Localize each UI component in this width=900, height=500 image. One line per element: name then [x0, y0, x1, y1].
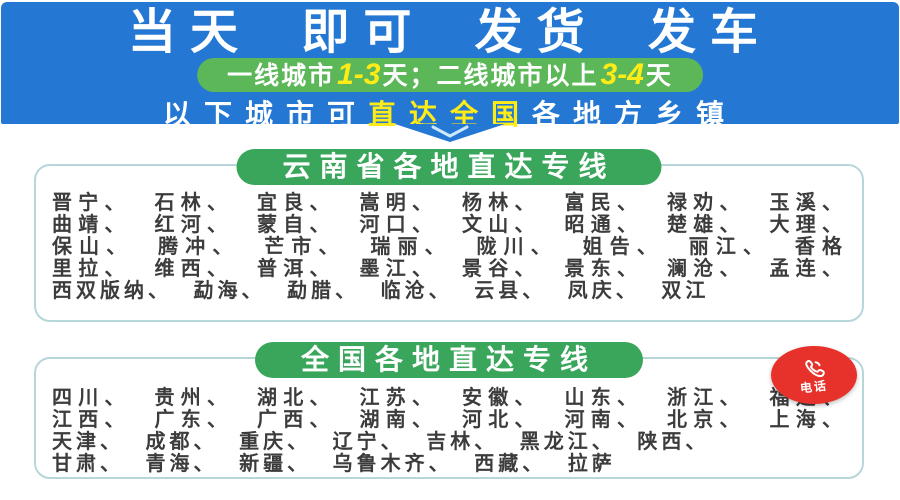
- national-card-title: 全国各地直达专线: [254, 342, 644, 378]
- time-pill-days-1: 1-3: [337, 58, 381, 91]
- city-line: 甘肃、 青海、 新疆、 乌鲁木齐、 西藏、 拉萨: [52, 453, 616, 475]
- banner-subline: 以下城市可直达全国各地方乡镇: [1, 93, 899, 133]
- phone-button[interactable]: 电话: [771, 346, 857, 404]
- hero-banner: 当天 即可 发货 发车 一线城市1-3天；二线城市以上3-4天 以下城市可直达全…: [1, 2, 899, 130]
- city-line: 里拉、 维西、 普洱、 墨江、 景谷、 景东、 澜沧、 孟连、: [52, 258, 846, 280]
- national-city-list: 四川、 贵州、 湖北、 江苏、 安徽、 山东、 浙江、 福建、 江西、 广东、 …: [36, 359, 862, 475]
- city-line: 四川、 贵州、 湖北、 江苏、 安徽、 山东、 浙江、 福建、: [52, 387, 846, 409]
- city-line: 曲靖、 红河、 蒙自、 河口、 文山、 昭通、 楚雄、 大理、: [52, 214, 846, 236]
- chevron-down-icon: [395, 124, 505, 142]
- city-line: 晋宁、 石林、 宜良、 嵩明、 杨林、 富民、 禄劝、 玉溪、: [52, 192, 846, 214]
- yunnan-city-list: 晋宁、 石林、 宜良、 嵩明、 杨林、 富民、 禄劝、 玉溪、 曲靖、 红河、 …: [36, 166, 862, 302]
- delivery-time-pill: 一线城市1-3天；二线城市以上3-4天: [197, 58, 703, 92]
- time-pill-days-2: 3-4: [600, 58, 644, 91]
- subline-pre: 以下城市可: [162, 99, 368, 130]
- city-line: 西双版纳、 勐海、 勐腊、 临沧、 云县、 凤庆、 双江: [52, 280, 710, 302]
- time-pill-seg1: 一线城市: [227, 62, 336, 90]
- time-pill-seg4: 天: [645, 62, 673, 90]
- yunnan-lines-card: 云南省各地直达专线 晋宁、 石林、 宜良、 嵩明、 杨林、 富民、 禄劝、 玉溪…: [34, 149, 864, 322]
- phone-button-label: 电话: [799, 378, 829, 396]
- subline-post: 各地方乡镇: [532, 99, 738, 130]
- national-lines-card: 全国各地直达专线 四川、 贵州、 湖北、 江苏、 安徽、 山东、 浙江、 福建、…: [34, 342, 864, 479]
- yunnan-card-title: 云南省各地直达专线: [236, 149, 662, 185]
- banner-title: 当天 即可 发货 发车: [127, 6, 772, 59]
- time-pill-seg2: 天；: [382, 62, 437, 90]
- time-pill-seg3: 二线城市以上: [436, 62, 599, 90]
- city-line: 江西、 广东、 广西、 湖南、 河北、 河南、 北京、 上海、: [52, 409, 846, 431]
- city-line: 天津、 成都、 重庆、 辽宁、 吉林、 黑龙江、 陕西、: [52, 431, 710, 453]
- city-line: 保山、 腾冲、 芒市、 瑞丽、 陇川、 姐告、 丽江、 香格: [52, 236, 846, 258]
- phone-call-icon: [805, 359, 825, 378]
